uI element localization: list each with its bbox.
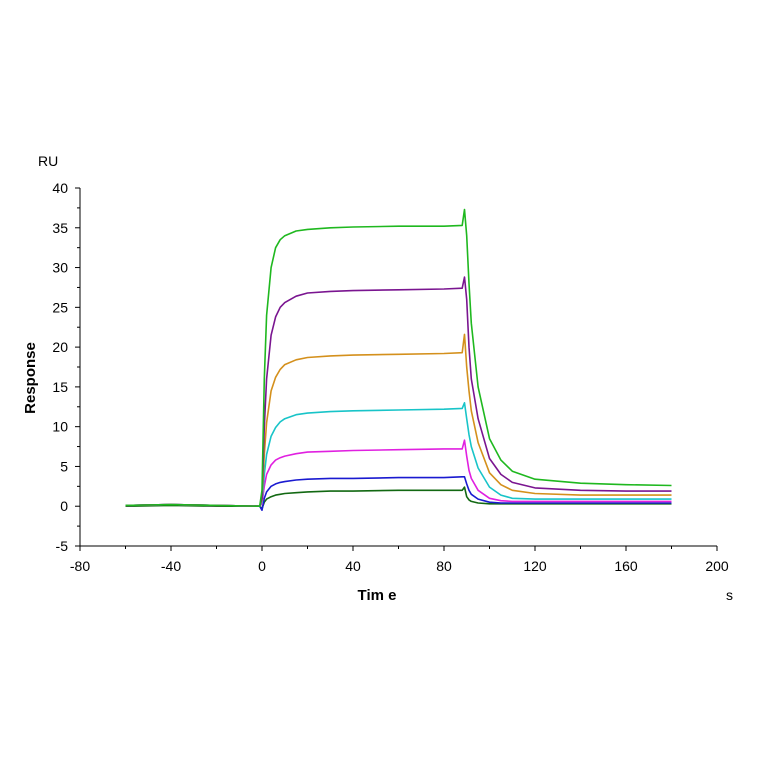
x-ticks: -80 -40 0 40 80 120 160 200 [70,546,729,574]
y-tick-label: 0 [60,498,68,514]
y-tick-label: 20 [52,339,68,355]
series-line [125,439,672,508]
y-axis-title: Response [22,342,39,414]
y-tick-label: 15 [52,379,68,395]
series-line [125,276,672,508]
y-unit-label: RU [38,153,58,169]
y-tick-label: 25 [52,299,68,315]
x-tick-label: 80 [436,558,452,574]
x-axis-title: Tim e [358,587,397,604]
x-tick-label: 160 [614,558,638,574]
series-line [125,208,672,508]
y-tick-label: 30 [52,260,68,276]
x-tick-label: 120 [523,558,547,574]
series-layer [125,208,672,512]
y-tick-label: -5 [56,538,69,554]
x-tick-label: 200 [705,558,729,574]
y-tick-label: 5 [60,458,68,474]
series-line [125,475,672,512]
x-tick-label: -40 [161,558,181,574]
series-line [125,401,672,508]
series-line [125,333,672,508]
x-tick-label: 40 [345,558,361,574]
y-tick-label: 10 [52,419,68,435]
y-ticks: -5 0 5 10 15 20 25 30 35 40 [52,180,80,554]
x-tick-label: 0 [258,558,266,574]
x-unit-label: s [726,587,733,603]
x-tick-label: -80 [70,558,90,574]
y-tick-label: 35 [52,220,68,236]
y-tick-label: 40 [52,180,68,196]
axes [79,188,717,547]
